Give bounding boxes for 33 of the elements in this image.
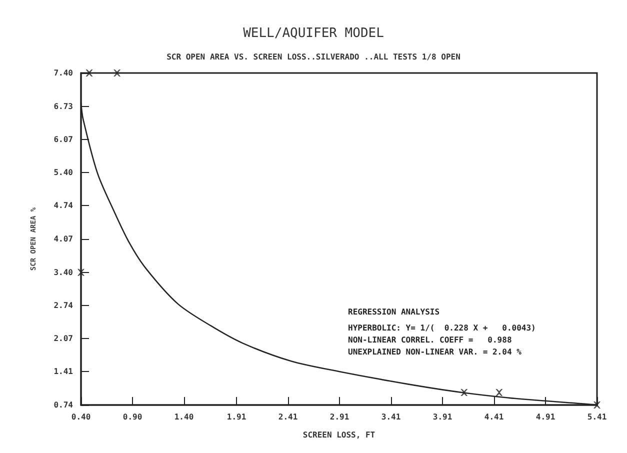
y-tick-label: 4.07	[54, 234, 74, 244]
y-tick-label: 1.41	[54, 367, 74, 376]
x-tick-label: 0.40	[71, 412, 91, 422]
annotation: UNEXPLAINED NON-LINEAR VAR. = 2.04 %	[348, 348, 522, 356]
x-tick-label: 3.41	[381, 412, 401, 422]
y-tick-label: 3.40	[54, 268, 74, 277]
y-tick-label: 7.40	[54, 68, 74, 78]
y-tick-label: 5.40	[54, 168, 74, 178]
y-tick-label: 0.74	[54, 400, 74, 410]
x-tick-label: 2.41	[278, 412, 298, 422]
point	[78, 268, 84, 276]
x-tick-label: 3.91	[432, 412, 452, 422]
y-tick-label: 4.74	[54, 201, 74, 210]
y-tick-label: 6.73	[54, 102, 74, 111]
chart-subtitle: SCR OPEN AREA VS. SCREEN LOSS..SILVERADO ..ALL TESTS 1/8 OPEN	[166, 52, 461, 62]
y-tick-label: 2.74	[54, 300, 74, 310]
annotation: REGRESSION ANALYSIS	[348, 308, 440, 316]
x-tick-label: 1.40	[174, 412, 194, 422]
x-tick-label: 4.41	[484, 412, 504, 422]
x-axis-title: SCREEN LOSS, FT	[302, 430, 376, 440]
y-tick-label: 6.07	[54, 134, 74, 144]
point	[496, 389, 503, 396]
x-tick-label: 4.91	[536, 412, 556, 422]
x-tick-label: 2.91	[330, 412, 350, 422]
point	[114, 70, 121, 76]
x-tick-label: 0.90	[122, 412, 142, 422]
point	[86, 70, 93, 76]
chart-title: WELL/AQUIFER MODEL	[243, 26, 384, 41]
annotation: HYPERBOLIC: Y= 1/( 0.228 X + 0.0043)	[348, 324, 536, 332]
x-tick-label: 1.91	[226, 412, 246, 422]
y-tick-label: 2.07	[54, 334, 74, 344]
annotation: NON-LINEAR CORREL. COEFF = 0.988	[348, 336, 512, 344]
x-tick-label: 5.41	[587, 412, 607, 422]
